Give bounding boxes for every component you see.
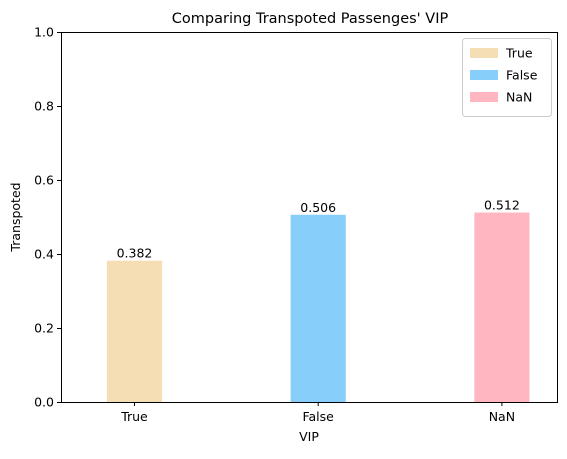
chart-title: Comparing Transpoted Passenges' VIP xyxy=(172,11,449,27)
legend-swatch-false xyxy=(470,70,498,80)
y-tick-label: 0.8 xyxy=(34,99,54,114)
y-tick-label: 1.0 xyxy=(34,25,54,40)
legend-swatch-true xyxy=(470,48,498,58)
legend-label-true: True xyxy=(505,46,533,61)
y-tick-label: 0.4 xyxy=(34,247,54,262)
bar-nan xyxy=(474,212,530,402)
bars-group xyxy=(106,212,530,402)
plot-frame xyxy=(61,32,558,403)
data-label-nan: 0.512 xyxy=(484,198,520,213)
x-tick-label-nan: NaN xyxy=(489,409,515,424)
x-tick-label-false: False xyxy=(302,409,334,424)
legend-swatch-nan xyxy=(470,92,498,102)
legend: True False NaN xyxy=(462,38,552,117)
bar-false xyxy=(290,214,346,402)
data-label-true: 0.382 xyxy=(117,246,153,261)
y-tick-label: 0.6 xyxy=(34,173,54,188)
legend-label-nan: NaN xyxy=(506,90,532,105)
data-labels-group: 0.382 0.506 0.512 xyxy=(117,198,520,261)
y-axis-ticks: 0.0 0.2 0.4 0.6 0.8 1.0 xyxy=(34,25,61,410)
x-axis-ticks: True False NaN xyxy=(120,402,515,424)
legend-label-false: False xyxy=(506,68,538,83)
x-axis-label: VIP xyxy=(299,429,319,444)
x-tick-label-true: True xyxy=(120,409,148,424)
y-tick-label: 0.0 xyxy=(34,395,54,410)
y-tick-label: 0.2 xyxy=(34,321,54,336)
bar-true xyxy=(106,260,163,402)
y-axis-label: Transpoted xyxy=(8,182,23,252)
data-label-false: 0.506 xyxy=(300,200,336,215)
